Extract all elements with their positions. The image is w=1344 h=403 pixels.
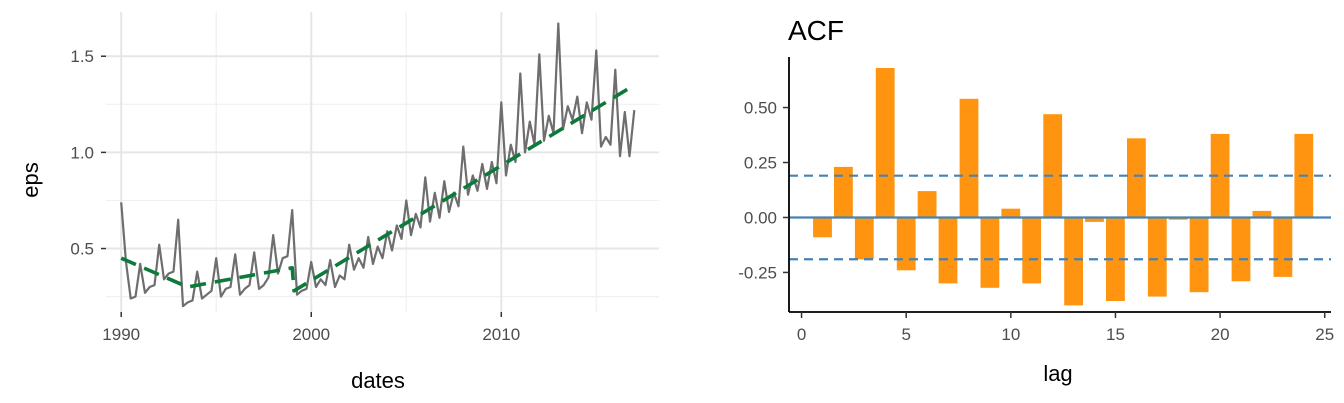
- acf-bar: [1273, 217, 1293, 277]
- y-tick-label: -0.25: [738, 263, 777, 282]
- eps-line-chart: 1990 2000 2010 0.5 1.0 1.5 dates eps: [18, 12, 659, 393]
- y-tick-label: 1.0: [70, 143, 94, 162]
- acf-bar: [813, 217, 832, 238]
- x-axis-ticks: 0 5 10 15 20 25: [797, 312, 1334, 344]
- acf-bar: [1168, 217, 1188, 220]
- x-tick-label: 0: [797, 325, 806, 344]
- acf-bar: [917, 191, 937, 218]
- x-tick-label: 1990: [102, 325, 140, 344]
- y-tick-label: 0.50: [744, 99, 777, 118]
- y-tick-label: 0.5: [70, 240, 94, 259]
- grid: [106, 12, 659, 312]
- plot-panel: [106, 12, 659, 312]
- acf-bar: [834, 166, 853, 218]
- acf-bar: [959, 98, 979, 218]
- reference-lines: [789, 174, 1331, 261]
- acf-bar: [1189, 217, 1209, 293]
- acf-bar: [1127, 138, 1146, 218]
- x-axis-title: dates: [351, 368, 405, 393]
- x-tick-label: 25: [1315, 325, 1334, 344]
- x-axis-title: lag: [1043, 361, 1072, 386]
- acf-bar: [1001, 208, 1021, 218]
- acf-bar: [875, 68, 895, 218]
- y-tick-label: 0.00: [744, 208, 777, 227]
- eps-series-line: [120, 22, 636, 308]
- acf-bar: [980, 217, 1000, 288]
- y-axis-ticks: 0.5 1.0 1.5: [70, 47, 106, 259]
- acf-bar: [1022, 217, 1042, 284]
- x-tick-label: 2000: [292, 325, 330, 344]
- acf-bar: [896, 217, 916, 271]
- x-tick-label: 2010: [482, 325, 520, 344]
- acf-bar: [1210, 133, 1230, 218]
- acf-bar: [1231, 217, 1251, 282]
- acf-title: ACF: [788, 15, 844, 46]
- x-tick-label: 10: [1001, 325, 1020, 344]
- acf-bar: [1043, 114, 1063, 218]
- acf-bar: [938, 217, 958, 284]
- bar-layer: [813, 68, 1314, 306]
- x-axis-ticks: 1990 2000 2010: [102, 312, 520, 344]
- x-tick-label: 20: [1211, 325, 1230, 344]
- acf-bar: [854, 217, 874, 260]
- acf-bar: [1252, 210, 1272, 218]
- acf-bar: [1085, 217, 1104, 222]
- axis-lines: [788, 57, 1331, 313]
- acf-bar: [1064, 217, 1083, 306]
- y-axis-ticks: -0.25 0.00 0.25 0.50: [738, 99, 789, 282]
- acf-bar: [1147, 217, 1167, 297]
- y-tick-label: 0.25: [744, 154, 777, 173]
- y-axis-title: eps: [18, 162, 43, 197]
- trend-line: [120, 83, 636, 293]
- y-tick-label: 1.5: [70, 47, 94, 66]
- x-tick-label: 5: [901, 325, 910, 344]
- series-layer: [120, 22, 636, 308]
- x-tick-label: 15: [1106, 325, 1125, 344]
- acf-bar: [1106, 217, 1125, 301]
